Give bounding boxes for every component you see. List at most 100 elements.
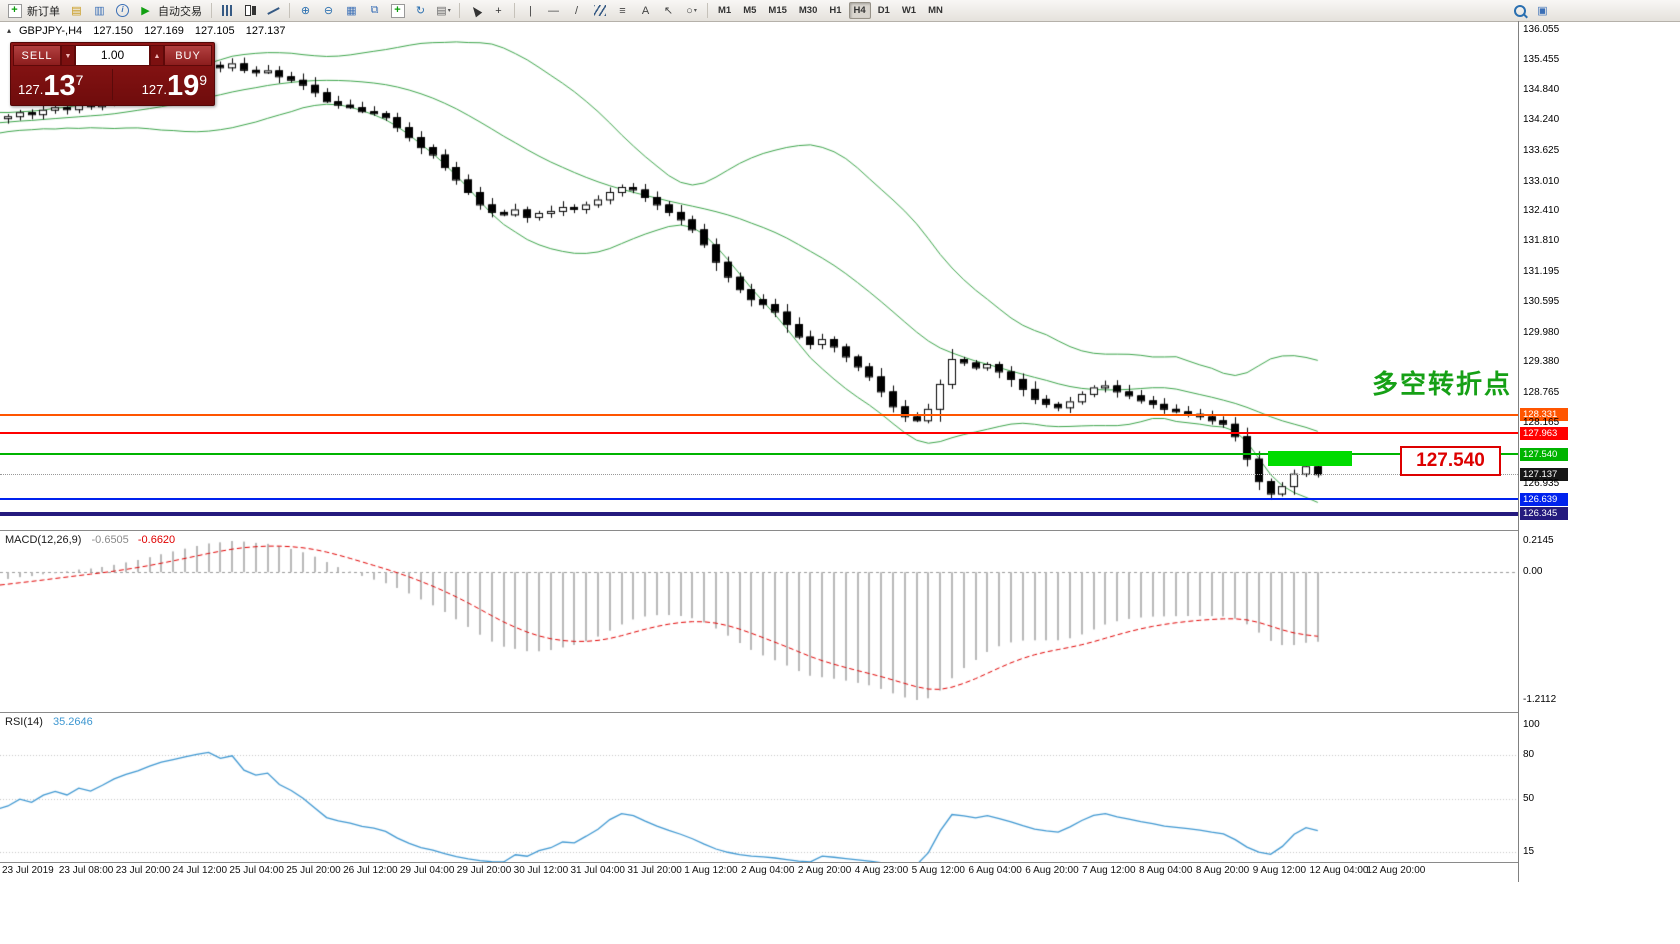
price-chart-canvas[interactable] xyxy=(0,21,1518,530)
candlestick-chart-icon[interactable] xyxy=(240,1,261,20)
oneclick-collapse-icon[interactable]: ▴ xyxy=(7,26,12,35)
toolbar-separator xyxy=(514,3,515,18)
price-scale-label: 126.935 xyxy=(1523,478,1560,490)
rsi-scale-label: 15 xyxy=(1523,845,1535,857)
horizontal-line-icon[interactable]: — xyxy=(543,1,564,20)
zoom-in-icon[interactable]: ⊕ xyxy=(295,1,316,20)
line-chart-icon[interactable] xyxy=(263,1,284,20)
toolbar-right-items: ▣ xyxy=(1508,1,1554,20)
macd-rsi-divider[interactable] xyxy=(0,712,1518,713)
shapes-icon-caret: ▾ xyxy=(693,8,697,14)
timeframe-mn-button[interactable]: MN xyxy=(928,5,943,16)
timeframe-m5-button[interactable]: M5 xyxy=(743,5,757,16)
trendline-icon[interactable]: / xyxy=(566,1,587,20)
vertical-line-icon[interactable]: | xyxy=(520,1,541,20)
annotation-turning-point[interactable]: 多空转折点 xyxy=(1372,369,1513,399)
rsi-axis-divider[interactable] xyxy=(0,862,1518,863)
navigator-icon[interactable]: i xyxy=(112,1,133,20)
timeframe-h4-button[interactable]: H4 xyxy=(848,2,871,19)
zoom-in-icon-glyph: ⊕ xyxy=(300,5,311,17)
cascade-windows-icon[interactable]: ⧉ xyxy=(364,1,385,20)
trade-panel-divider xyxy=(112,69,113,100)
macd-scale-top: 0.2145 xyxy=(1523,535,1554,546)
price-scale-label: 131.195 xyxy=(1523,266,1560,277)
time-axis-label: 2 Aug 04:00 xyxy=(741,865,795,876)
lot-increase-button[interactable]: ▲ xyxy=(150,45,164,66)
time-axis-label: 29 Jul 04:00 xyxy=(399,865,455,876)
timeframe-m1-button[interactable]: M1 xyxy=(718,5,732,16)
templates-icon-glyph: ▤ xyxy=(436,5,447,17)
arrows-icon[interactable]: ↖ xyxy=(658,1,679,20)
ohlc-high: 127.169 xyxy=(144,25,184,37)
text-icon[interactable]: A xyxy=(635,1,656,20)
buy-button[interactable]: BUY xyxy=(164,45,212,66)
data-window-icon[interactable]: ▥ xyxy=(89,1,110,20)
timeframe-m30-button[interactable]: M30 xyxy=(798,5,818,16)
time-axis-label: 29 Jul 20:00 xyxy=(456,865,512,876)
tile-windows-icon[interactable]: ▦ xyxy=(341,1,362,20)
crosshair-icon[interactable]: + xyxy=(488,1,509,20)
channel-icon[interactable] xyxy=(589,1,610,20)
highlight-rectangle[interactable] xyxy=(1268,451,1352,466)
rsi-scale-label: 50 xyxy=(1523,793,1535,805)
timeframe-m15-button[interactable]: M15 xyxy=(768,5,787,16)
cursor-icon[interactable] xyxy=(465,1,486,20)
price-macd-divider[interactable] xyxy=(0,530,1518,531)
resistance-line-lower[interactable] xyxy=(0,432,1518,435)
time-axis-label: 31 Jul 04:00 xyxy=(570,865,626,876)
support-line-upper[interactable] xyxy=(0,498,1518,501)
auto-trading-icon[interactable]: ▶ xyxy=(135,1,156,20)
new-chart-icon[interactable]: + xyxy=(387,1,408,20)
time-axis-label: 30 Jul 12:00 xyxy=(513,865,569,876)
sell-price[interactable]: 127. 13 7 xyxy=(11,66,112,103)
toolbar-separator xyxy=(707,3,708,18)
toolbar-separator xyxy=(211,3,212,18)
sell-button[interactable]: SELL xyxy=(13,45,61,66)
fibonacci-icon[interactable]: ≡ xyxy=(612,1,633,20)
search-icon-glyph xyxy=(1513,4,1526,17)
timeframe-h1-button[interactable]: H1 xyxy=(829,5,842,16)
bar-chart-icon[interactable] xyxy=(217,1,238,20)
templates-icon[interactable]: ▤ ▾ xyxy=(433,1,454,20)
time-axis-label: 23 Jul 2019 xyxy=(2,865,54,876)
timeframe-w1-button[interactable]: W1 xyxy=(901,5,917,16)
annotation-price-box[interactable]: 127.540 xyxy=(1400,446,1501,476)
chart-window-icon-glyph: ▣ xyxy=(1537,5,1548,17)
lot-size-input[interactable]: 1.00 xyxy=(75,45,150,66)
auto-trading-label[interactable]: 自动交易 xyxy=(158,5,202,18)
rsi-panel-canvas[interactable] xyxy=(0,713,1518,862)
refresh-icon[interactable]: ↻ xyxy=(410,1,431,20)
price-scale-label: 133.625 xyxy=(1523,144,1560,156)
search-icon[interactable] xyxy=(1509,1,1530,20)
market-watch-icon[interactable]: ▤ xyxy=(66,1,87,20)
bar-chart-icon-glyph xyxy=(221,5,234,16)
time-axis-label: 23 Jul 20:00 xyxy=(115,865,171,876)
price-scale-label: 128.165 xyxy=(1523,417,1560,429)
support-line-lower[interactable] xyxy=(0,511,1518,516)
new-order-label[interactable]: 新订单 xyxy=(27,5,60,18)
price-scale-label: 129.380 xyxy=(1523,356,1560,368)
time-axis[interactable]: 23 Jul 2019 23 Jul 08:00 23 Jul 20:00 24 Ju… xyxy=(0,863,1518,880)
time-axis-label: 25 Jul 04:00 xyxy=(229,865,284,876)
new-order-icon[interactable]: + xyxy=(4,1,25,20)
resistance-line-upper[interactable] xyxy=(0,413,1518,416)
timeframe-d1-button[interactable]: D1 xyxy=(877,5,890,16)
chart-window-icon[interactable]: ▣ xyxy=(1532,1,1553,20)
time-axis-label: 26 Jul 12:00 xyxy=(343,865,398,876)
crosshair-icon-glyph: + xyxy=(495,4,502,17)
support-line-upper-price-tag: 126.639 xyxy=(1520,492,1568,506)
buy-price-sup: 9 xyxy=(199,72,207,88)
rsi-scale-label: 80 xyxy=(1523,748,1535,760)
support-line-lower-price-tag: 126.345 xyxy=(1520,507,1568,521)
macd-panel-canvas[interactable] xyxy=(0,531,1518,712)
pivot-line[interactable] xyxy=(0,453,1518,456)
lot-decrease-button[interactable]: ▼ xyxy=(61,45,75,66)
toolbar-items: + 新订单 ▤ ▥ i ▶ 自动交易 ⊕ ⊖ ▦ ⧉ + ↻ ▤ ▾ + | — / ≡ A ↖ ○ ▾ M1 M5 M15 M30 H… xyxy=(0,1,949,20)
zoom-out-icon[interactable]: ⊖ xyxy=(318,1,339,20)
buy-price[interactable]: 127. 19 9 xyxy=(113,66,214,103)
time-axis-label: 31 Jul 20:00 xyxy=(627,865,682,876)
time-axis-label: 25 Jul 20:00 xyxy=(286,865,341,876)
price-scale-label: 130.595 xyxy=(1523,295,1560,307)
horizontal-line-icon-glyph: — xyxy=(548,4,559,17)
shapes-icon[interactable]: ○ ▾ xyxy=(681,1,702,20)
